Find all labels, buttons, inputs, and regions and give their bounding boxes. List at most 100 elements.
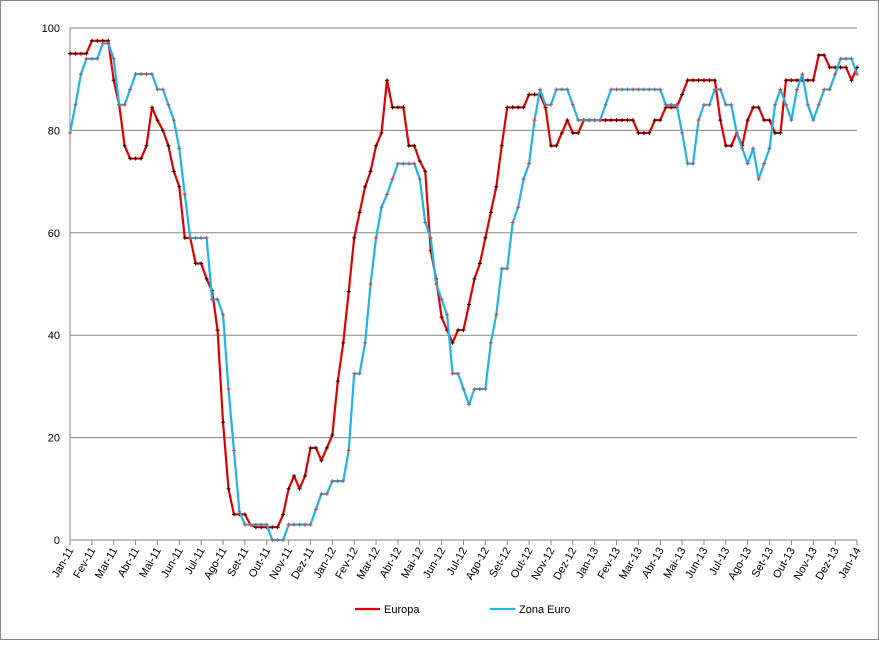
data-point [303, 474, 308, 478]
data-point [363, 184, 368, 189]
data-point [275, 538, 280, 542]
data-point [352, 371, 357, 376]
data-point [177, 184, 182, 189]
data-point [729, 102, 734, 107]
data-point [78, 72, 83, 77]
data-point [95, 56, 100, 61]
data-point [680, 130, 685, 135]
data-point [849, 78, 854, 83]
data-point [182, 192, 187, 197]
data-point [614, 87, 619, 92]
data-point [532, 92, 537, 97]
y-tick-label: 100 [42, 23, 60, 35]
data-point [160, 87, 165, 92]
data-point [794, 87, 799, 92]
data-point [554, 87, 559, 92]
data-point [188, 235, 193, 240]
data-point [822, 53, 827, 58]
data-point [685, 78, 690, 83]
data-point [231, 448, 236, 453]
data-point [204, 235, 209, 240]
data-point [570, 102, 575, 107]
data-point [811, 78, 816, 83]
data-point [630, 87, 635, 92]
data-point [286, 486, 291, 491]
data-point [609, 87, 614, 92]
data-point [461, 328, 466, 333]
data-point [286, 522, 291, 527]
data-point [707, 102, 712, 107]
data-point [844, 65, 849, 70]
data-point [434, 282, 439, 286]
data-point [139, 72, 144, 77]
data-point [308, 445, 313, 450]
data-point [767, 118, 772, 123]
data-point [461, 386, 466, 391]
data-point [215, 328, 220, 333]
data-point [171, 169, 176, 174]
data-point [603, 102, 608, 107]
data-point [199, 261, 204, 266]
data-point [456, 328, 461, 333]
data-point [521, 105, 526, 110]
data-point [827, 65, 832, 70]
data-point [483, 235, 488, 240]
data-point [641, 130, 646, 135]
data-point [182, 235, 187, 240]
data-point [548, 143, 553, 148]
data-point [395, 105, 400, 110]
data-point [838, 65, 843, 70]
data-point [450, 340, 455, 345]
data-point [805, 78, 810, 83]
data-point [346, 448, 351, 453]
data-point [89, 56, 94, 61]
data-point [368, 169, 373, 174]
data-point [532, 118, 537, 123]
data-point [718, 118, 723, 123]
data-point [783, 78, 788, 83]
data-point [357, 210, 362, 215]
data-point [472, 386, 477, 391]
data-point [516, 205, 521, 210]
data-point [445, 312, 450, 317]
data-point [499, 143, 504, 148]
data-point [193, 235, 198, 240]
data-point [215, 297, 220, 302]
data-point [128, 156, 133, 161]
data-point [84, 56, 89, 61]
data-point [73, 51, 78, 56]
data-point [510, 105, 515, 110]
data-point [663, 102, 668, 107]
data-point [379, 130, 384, 135]
data-point [652, 118, 657, 123]
data-point [833, 72, 838, 77]
data-point [674, 102, 679, 107]
data-point [494, 184, 499, 189]
data-point [816, 53, 821, 58]
data-point [609, 118, 614, 123]
data-point [701, 102, 706, 107]
data-point [401, 105, 406, 110]
data-point [647, 87, 652, 92]
data-point [221, 420, 226, 425]
data-point [641, 87, 646, 92]
data-point [767, 146, 772, 151]
data-point [281, 538, 286, 542]
data-point [516, 105, 521, 110]
data-point [538, 87, 543, 92]
data-point [341, 479, 346, 484]
data-point [576, 118, 581, 123]
data-point [773, 102, 778, 107]
y-tick-label: 40 [48, 330, 60, 342]
data-point [166, 143, 171, 148]
y-tick-label: 20 [48, 433, 60, 445]
data-point [335, 379, 340, 384]
data-point [428, 235, 433, 240]
data-point [619, 118, 624, 123]
data-point [346, 289, 351, 294]
data-point [357, 371, 362, 376]
data-point [603, 118, 608, 123]
data-point [783, 102, 788, 107]
data-point [144, 143, 149, 148]
data-point [510, 220, 515, 225]
